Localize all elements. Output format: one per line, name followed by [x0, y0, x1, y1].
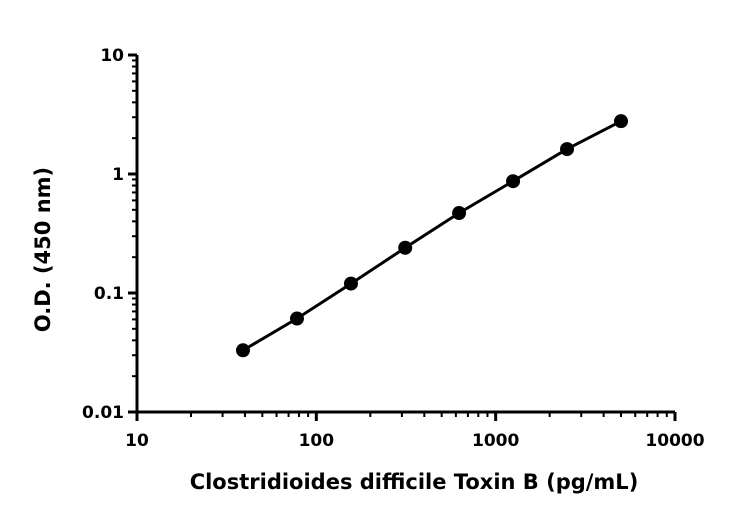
data-point	[343, 276, 358, 291]
axes	[135, 55, 675, 414]
data-point	[289, 311, 304, 326]
x-tick-label: 1000	[472, 431, 519, 451]
x-tick-label: 10	[125, 431, 149, 451]
y-tick-label: 0.01	[82, 403, 124, 423]
x-tick-label: 10000	[645, 431, 704, 451]
data-point	[506, 174, 521, 189]
x-axis-title: Clostridioides difficile Toxin B (pg/mL)	[190, 470, 639, 494]
data-point	[452, 206, 467, 221]
data-point	[614, 114, 629, 129]
data-point	[560, 142, 575, 157]
y-tick-label: 0.1	[94, 284, 124, 304]
standard-curve-line	[242, 119, 622, 352]
x-tick-label: 100	[299, 431, 335, 451]
ticks: 0.01 0.1 1 10 10 100 1000 10000	[82, 46, 705, 451]
data-point	[398, 240, 413, 255]
series	[235, 114, 629, 358]
data-point	[235, 343, 250, 358]
y-tick-label: 10	[100, 46, 124, 66]
y-tick-label: 1	[112, 165, 124, 185]
y-axis-title: O.D. (450 nm)	[31, 167, 55, 332]
